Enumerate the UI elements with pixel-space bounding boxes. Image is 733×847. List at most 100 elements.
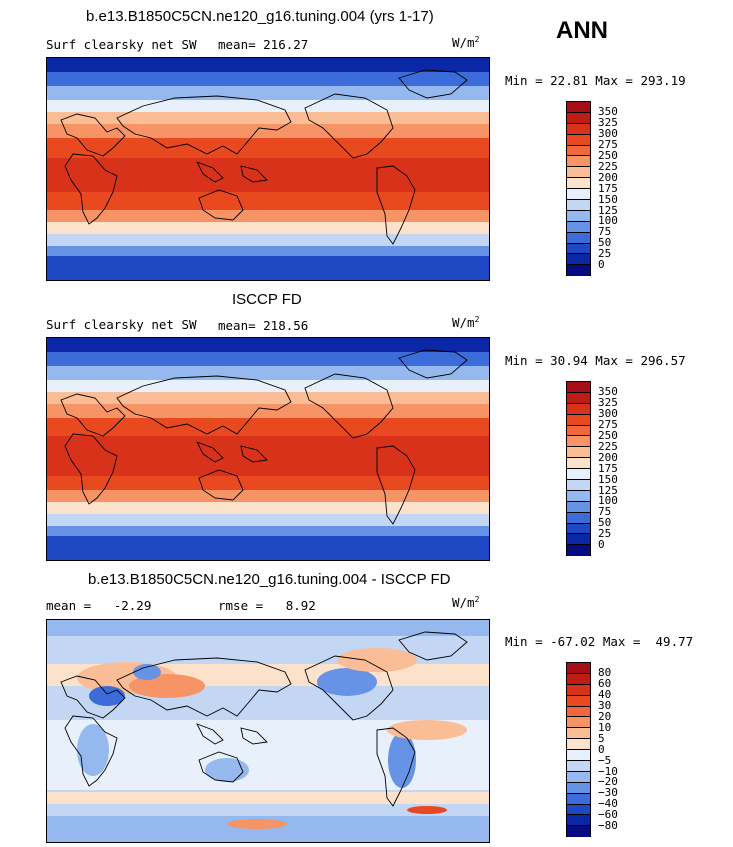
panel-2-colorbar-swatch	[567, 414, 590, 426]
panel-2-colorbar-swatch	[567, 490, 590, 502]
panel-2-colorbar-tick: 150	[598, 472, 618, 486]
panel-3-colorbar-tick: −5	[598, 753, 612, 767]
panel-1-minmax: Min = 22.81 Max = 293.19	[505, 73, 686, 88]
panel-2-title: ISCCP FD	[232, 291, 302, 308]
panel-1-colorbar-swatch	[567, 156, 590, 168]
panel-3-colorbar-tick: 5	[598, 731, 605, 745]
panel-1-mean: mean= 216.27	[218, 37, 309, 52]
panel-2-colorbar-tick: 125	[598, 483, 618, 497]
panel-2-units: W/m2	[452, 315, 480, 331]
panel-3-rmse: rmse = 8.92	[218, 598, 316, 613]
panel-3-colorbar-tick: 10	[598, 720, 612, 734]
panel-2-colorbar-swatch	[567, 480, 590, 491]
panel-1-colorbar-swatch	[567, 112, 590, 124]
panel-3-colorbar-tick: 60	[598, 677, 612, 691]
panel-3-colorbar-swatch	[567, 717, 590, 729]
panel-3-colorbar-swatch	[567, 771, 590, 783]
panel-1-colorbar-tick: 75	[598, 225, 612, 239]
panel-2-colorbar-tick: 325	[598, 396, 618, 410]
panel-3-colorbar-ticks: 80 60 40 30 20 10 5 0 −5 −10 −20 −30 −40…	[598, 662, 638, 837]
panel-1-colorbar-swatch	[567, 210, 590, 222]
panel-3-units: W/m2	[452, 595, 480, 611]
panel-1-colorbar-swatch	[567, 254, 590, 266]
panel-1-colorbar-swatch	[567, 145, 590, 157]
panel-1-colorbar-tick: 250	[598, 149, 618, 162]
panel-3-coastlines	[60, 631, 468, 807]
panel-1-colorbar-tick: 275	[598, 138, 618, 152]
panel-2-colorbar-tick: 250	[598, 429, 618, 442]
panel-1-colorbar-swatch	[567, 189, 590, 201]
panel-3-colorbar-swatch	[567, 673, 590, 685]
panel-3-colorbar-tick: 80	[598, 666, 612, 680]
panel-2-colorbar-swatch	[567, 458, 590, 470]
panel-1-colorbar-tick: 200	[598, 170, 618, 184]
panel-3-colorbar-tick: −20	[598, 775, 618, 789]
panel-3-map	[46, 619, 490, 843]
panel-3-colorbar-tick: −30	[598, 786, 618, 800]
panel-3-colorbar	[566, 662, 591, 838]
panel-2-colorbar-swatch	[567, 512, 590, 524]
panel-2-coastlines	[60, 349, 468, 525]
panel-2-colorbar-swatch	[567, 436, 590, 448]
panel-1-colorbar-swatch	[567, 134, 590, 146]
panel-3-colorbar-tick: −80	[598, 819, 618, 832]
panel-1-coastlines	[60, 69, 468, 245]
panel-3-colorbar-tick: 20	[598, 710, 612, 723]
panel-1-colorbar-tick: 125	[598, 203, 618, 217]
panel-1-colorbar-swatch	[567, 102, 590, 113]
panel-3-colorbar-swatch	[567, 706, 590, 718]
panel-1-colorbar-swatch	[567, 232, 590, 244]
panel-3-colorbar-swatch	[567, 782, 590, 794]
panel-2-minmax: Min = 30.94 Max = 296.57	[505, 353, 686, 368]
panel-1-colorbar-swatch	[567, 200, 590, 211]
panel-3-colorbar-swatch	[567, 750, 590, 762]
panel-2-colorbar-swatch	[567, 392, 590, 404]
panel-2-colorbar-swatch	[567, 534, 590, 546]
panel-3-colorbar-swatch	[567, 804, 590, 816]
panel-3-colorbar-tick: −40	[598, 797, 618, 811]
panel-3-colorbar-swatch	[567, 826, 590, 838]
panel-2-map	[46, 337, 490, 561]
panel-2-colorbar-swatch	[567, 403, 590, 415]
panel-2-colorbar-swatch	[567, 501, 590, 513]
panel-2-colorbar-tick: 200	[598, 450, 618, 464]
panel-1-colorbar	[566, 101, 591, 277]
panel-3-colorbar-swatch	[567, 739, 590, 751]
panel-2-colorbar-swatch	[567, 545, 590, 557]
panel-1-colorbar-tick: 50	[598, 236, 612, 250]
panel-2-colorbar-tick: 75	[598, 505, 612, 519]
panel-1-colorbar-tick: 350	[598, 105, 618, 119]
panel-2-colorbar-tick: 300	[598, 407, 618, 421]
panel-1-colorbar-swatch	[567, 265, 590, 277]
panel-2-colorbar-tick: 350	[598, 385, 618, 399]
panel-1-variable-label: Surf clearsky net SW	[46, 37, 197, 52]
panel-2-colorbar-tick: 100	[598, 494, 618, 508]
panel-3-colorbar-tick: −60	[598, 808, 618, 822]
panel-1-colorbar-swatch	[567, 221, 590, 233]
panel-1-title: b.e13.B1850C5CN.ne120_g16.tuning.004 (yr…	[86, 8, 434, 25]
panel-1-colorbar-swatch	[567, 178, 590, 190]
panel-3-colorbar-swatch	[567, 695, 590, 707]
panel-1-colorbar-tick: 100	[598, 214, 618, 228]
panel-1-colorbar-tick: 0	[598, 258, 605, 271]
panel-1-map	[46, 57, 490, 281]
panel-2-colorbar-tick: 225	[598, 439, 618, 453]
panel-1-colorbar-tick: 150	[598, 192, 618, 206]
panel-2-colorbar-swatch	[567, 425, 590, 437]
panel-1-colorbar-tick: 175	[598, 181, 618, 195]
panel-2-colorbar-swatch	[567, 469, 590, 481]
panel-1-units: W/m2	[452, 35, 480, 51]
panel-3-colorbar-swatch	[567, 728, 590, 740]
panel-1-colorbar-tick: 25	[598, 247, 612, 261]
panel-3-colorbar-tick: −10	[598, 764, 618, 778]
panel-2-colorbar-tick: 25	[598, 527, 612, 541]
panel-1-colorbar-swatch	[567, 243, 590, 255]
panel-3-mean: mean = -2.29	[46, 598, 152, 613]
panel-3-minmax: Min = -67.02 Max = 49.77	[505, 634, 694, 649]
panel-2-colorbar-tick: 0	[598, 538, 605, 551]
panel-2-colorbar	[566, 381, 591, 557]
panel-3-colorbar-swatch	[567, 793, 590, 805]
panel-3-colorbar-swatch	[567, 663, 590, 674]
panel-3-colorbar-swatch	[567, 684, 590, 696]
panel-1-colorbar-swatch	[567, 123, 590, 135]
